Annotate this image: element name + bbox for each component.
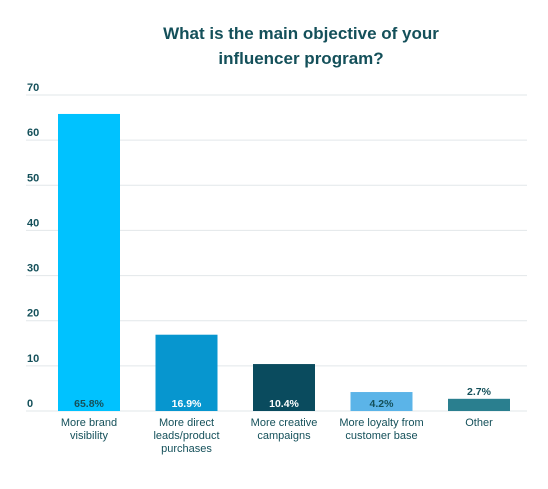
x-tick-label: campaigns (257, 430, 311, 442)
y-tick-label: 60 (27, 127, 39, 139)
x-tick-label: leads/product (153, 430, 219, 442)
x-tick-label: More loyalty from (339, 417, 423, 429)
x-tick-label: More direct (159, 417, 214, 429)
y-tick-label: 50 (27, 172, 39, 184)
x-tick-label: visibility (70, 430, 108, 442)
bar (350, 392, 413, 411)
bars: 65.8% 16.9% 10.4% 4.2% 2.7% (58, 113, 510, 412)
x-tick-label: Other (465, 417, 493, 429)
y-tick-label: 20 (27, 308, 39, 320)
x-tick-label: customer base (345, 430, 417, 442)
x-tick-label: purchases (161, 443, 212, 455)
data-label: 16.9% (172, 398, 202, 410)
y-tick-label: 0 (27, 398, 33, 410)
bar (155, 334, 218, 411)
y-tick-label: 70 (27, 82, 39, 94)
data-label: 10.4% (269, 398, 299, 410)
bar (58, 113, 120, 412)
data-label: 65.8% (74, 398, 104, 410)
chart-title-line-1: What is the main objective of your (163, 24, 439, 43)
y-tick-label: 40 (27, 217, 39, 229)
x-tick-label: More creative (251, 417, 318, 429)
bar (253, 364, 315, 411)
bar (448, 398, 510, 411)
data-label: 4.2% (370, 398, 395, 410)
y-tick-label: 10 (27, 353, 39, 365)
data-label: 2.7% (467, 386, 492, 398)
y-axis-ticks: 0 10 20 30 40 50 60 70 (27, 82, 39, 410)
y-tick-label: 30 (27, 263, 39, 275)
chart-title-line-2: influencer program? (218, 49, 383, 68)
x-tick-label: More brand (61, 417, 117, 429)
